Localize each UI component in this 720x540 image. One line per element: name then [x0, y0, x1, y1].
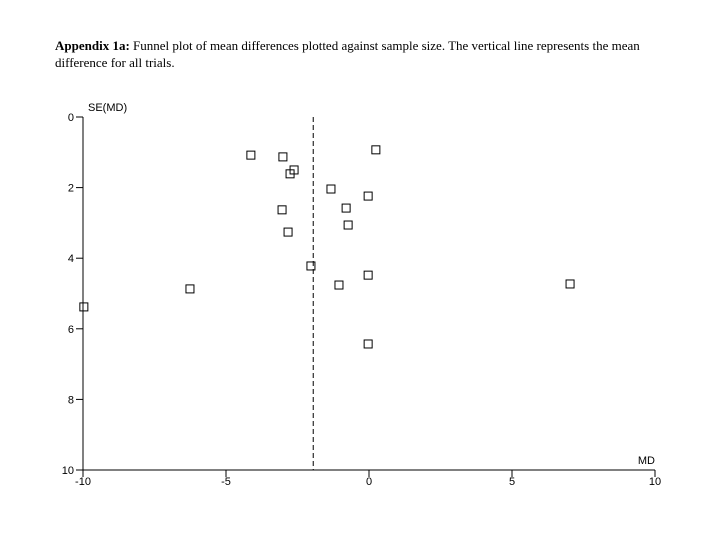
marker [326, 184, 336, 194]
marker [79, 302, 89, 312]
x-tick-label: -5 [221, 476, 231, 488]
y-tick-label: 0 [68, 112, 74, 124]
marker [278, 152, 288, 162]
caption: Appendix 1a: Funnel plot of mean differe… [55, 37, 665, 71]
y-tick-label: 8 [68, 394, 74, 406]
x-tick-label: 10 [649, 476, 661, 488]
marker [343, 220, 353, 230]
x-axis-label: MD [638, 455, 655, 467]
marker [283, 227, 293, 237]
marker [341, 203, 351, 213]
caption-label: Appendix 1a: [55, 38, 130, 53]
y-tick-label: 4 [68, 253, 74, 265]
marker [334, 280, 344, 290]
marker [246, 150, 256, 160]
marker [185, 284, 195, 294]
marker [363, 191, 373, 201]
marker [565, 279, 575, 289]
caption-text: Funnel plot of mean differences plotted … [55, 38, 640, 70]
y-tick-label: 2 [68, 183, 74, 195]
marker [371, 145, 381, 155]
x-tick-label: 5 [509, 476, 515, 488]
marker [277, 205, 287, 215]
marker [363, 270, 373, 280]
marker [306, 261, 316, 271]
marker [363, 339, 373, 349]
x-tick-label: 0 [366, 476, 372, 488]
y-axis-label: SE(MD) [88, 102, 127, 114]
y-tick-label: 6 [68, 324, 74, 336]
marker [285, 169, 295, 179]
y-tick-label: 10 [62, 465, 74, 477]
x-tick-label: -10 [75, 476, 91, 488]
